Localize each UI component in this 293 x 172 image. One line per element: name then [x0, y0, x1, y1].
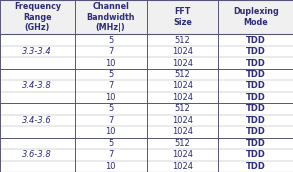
Text: Frequency
Range
(GHz): Frequency Range (GHz)	[14, 2, 61, 32]
Text: 10: 10	[105, 93, 116, 102]
Text: 3.3-3.4: 3.3-3.4	[23, 47, 52, 56]
Bar	[0, 0, 75, 34]
Text: FFT
Size: FFT Size	[173, 8, 192, 27]
Text: 10: 10	[105, 59, 116, 68]
Text: 1024: 1024	[172, 93, 193, 102]
Text: TDD: TDD	[246, 162, 265, 171]
Text: 5: 5	[108, 70, 113, 79]
Text: 1024: 1024	[172, 82, 193, 90]
Text: TDD: TDD	[246, 59, 265, 68]
Bar	[75, 0, 146, 34]
Text: 3.4-3.8: 3.4-3.8	[23, 82, 52, 90]
Text: 512: 512	[175, 104, 190, 113]
Text: 5: 5	[108, 36, 113, 45]
Text: 5: 5	[108, 139, 113, 148]
Text: TDD: TDD	[246, 150, 265, 159]
Bar	[146, 0, 218, 34]
Text: 7: 7	[108, 47, 113, 56]
Text: 512: 512	[175, 36, 190, 45]
Text: 3.4-3.6: 3.4-3.6	[23, 116, 52, 125]
Text: Duplexing
Mode: Duplexing Mode	[233, 8, 279, 27]
Bar	[218, 0, 293, 34]
Text: 7: 7	[108, 82, 113, 90]
Text: 512: 512	[175, 70, 190, 79]
Text: TDD: TDD	[246, 93, 265, 102]
Text: 5: 5	[108, 104, 113, 113]
Text: 1024: 1024	[172, 162, 193, 171]
Text: 1024: 1024	[172, 116, 193, 125]
Text: 512: 512	[175, 139, 190, 148]
Text: TDD: TDD	[246, 70, 265, 79]
Text: TDD: TDD	[246, 139, 265, 148]
Text: 10: 10	[105, 127, 116, 136]
Text: 10: 10	[105, 162, 116, 171]
Text: TDD: TDD	[246, 47, 265, 56]
Text: TDD: TDD	[246, 36, 265, 45]
Text: 1024: 1024	[172, 47, 193, 56]
Text: 3.6-3.8: 3.6-3.8	[23, 150, 52, 159]
Text: 7: 7	[108, 116, 113, 125]
Text: Channel
Bandwidth
(MHz|): Channel Bandwidth (MHz|)	[86, 2, 135, 32]
Text: TDD: TDD	[246, 127, 265, 136]
Text: 7: 7	[108, 150, 113, 159]
Text: TDD: TDD	[246, 116, 265, 125]
Text: TDD: TDD	[246, 104, 265, 113]
Text: 1024: 1024	[172, 59, 193, 68]
Text: 1024: 1024	[172, 150, 193, 159]
Text: TDD: TDD	[246, 82, 265, 90]
Text: 1024: 1024	[172, 127, 193, 136]
